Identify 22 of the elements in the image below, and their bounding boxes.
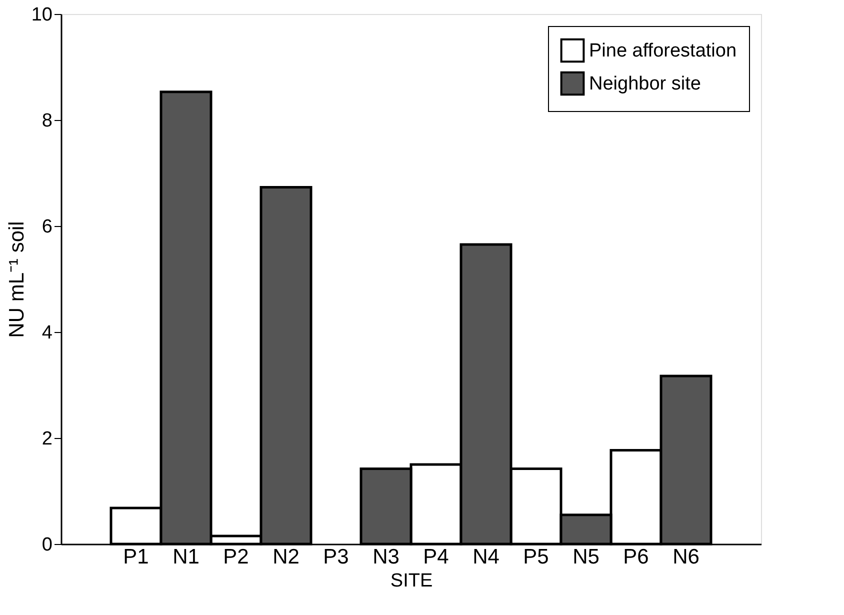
x-tick-label: N5	[572, 546, 600, 568]
x-tick-label: P2	[223, 546, 249, 568]
x-tick-label: P5	[523, 546, 549, 568]
x-tick-label: P4	[423, 546, 450, 568]
legend-label: Pine afforestation	[589, 40, 737, 62]
y-axis-title: NU mL⁻¹ soil	[5, 221, 28, 338]
x-tick-label: P6	[623, 546, 649, 568]
y-tick-label: 2	[42, 428, 52, 450]
x-tick-label: N3	[372, 546, 400, 568]
y-tick-label: 8	[42, 110, 52, 132]
y-tick-label: 10	[31, 4, 52, 26]
x-axis-title: SITE	[390, 570, 433, 592]
x-tick-label: N6	[672, 546, 700, 568]
x-tick-label: N4	[472, 546, 500, 568]
x-tick-label: P1	[123, 546, 149, 568]
y-tick-label: 0	[42, 534, 52, 556]
y-tick-label: 6	[42, 216, 52, 238]
legend-label: Neighbor site	[589, 74, 701, 94]
x-tick-label: P3	[323, 546, 349, 568]
y-tick-label: 4	[42, 322, 53, 344]
x-tick-label: N1	[172, 546, 200, 568]
x-tick-label: N2	[272, 546, 300, 568]
